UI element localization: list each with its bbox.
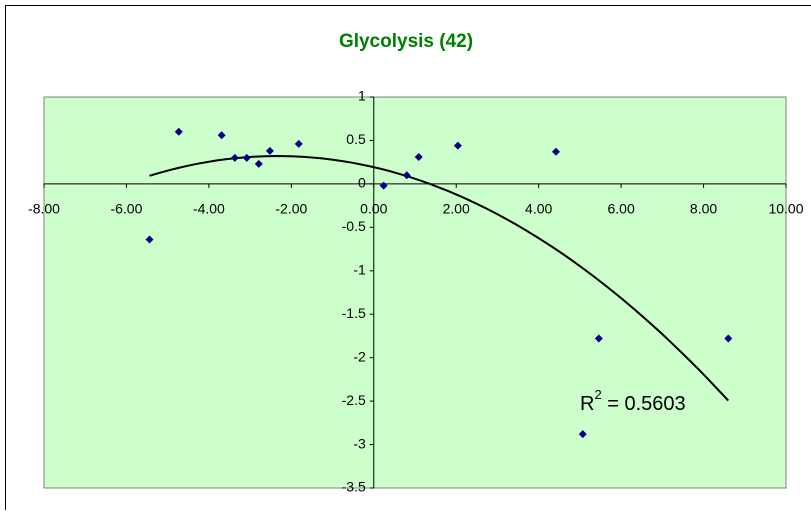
x-tick-label: 8.00	[690, 201, 717, 217]
x-tick-label: -6.00	[110, 201, 142, 217]
plot-area	[44, 97, 786, 488]
y-tick-label: 0.5	[346, 131, 366, 147]
x-tick-label: 4.00	[525, 201, 552, 217]
r-rest: = 0.5603	[602, 393, 686, 415]
y-tick-label: 0	[358, 175, 366, 191]
y-tick-label: 1	[358, 88, 366, 104]
x-tick-label: 10.00	[768, 201, 803, 217]
y-tick-label: -3	[353, 435, 366, 451]
x-tick-label: -2.00	[275, 201, 307, 217]
y-tick-label: -1	[353, 261, 366, 277]
r-base: R	[580, 393, 594, 415]
chart-title: Glycolysis (42)	[339, 31, 473, 52]
r-sup: 2	[594, 387, 601, 402]
y-tick-label: -1.5	[342, 305, 366, 321]
x-tick-label: 0.00	[360, 201, 387, 217]
x-tick-label: -8.00	[28, 201, 60, 217]
y-tick-label: -0.5	[342, 218, 366, 234]
x-tick-label: 2.00	[443, 201, 470, 217]
x-tick-label: 6.00	[607, 201, 634, 217]
y-tick-label: -2	[353, 348, 366, 364]
y-tick-label: -3.5	[342, 479, 366, 495]
y-tick-label: -2.5	[342, 392, 366, 408]
x-tick-label: -4.00	[193, 201, 225, 217]
